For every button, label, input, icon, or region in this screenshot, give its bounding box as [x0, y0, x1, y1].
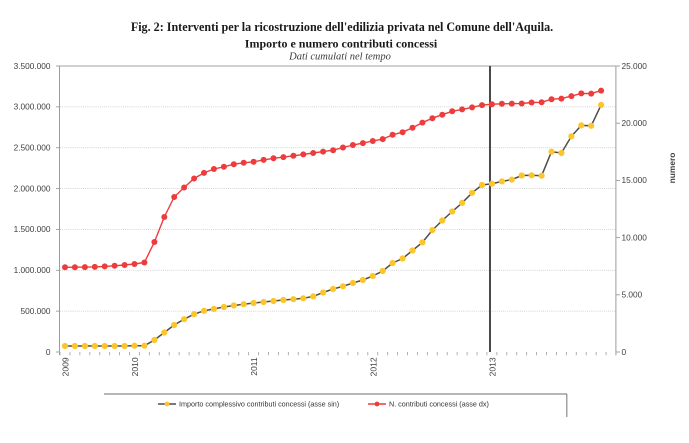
- svg-text:25.000: 25.000: [622, 61, 648, 71]
- svg-text:15.000: 15.000: [622, 175, 648, 185]
- svg-text:500.000: 500.000: [21, 306, 51, 316]
- svg-text:3.000.000: 3.000.000: [14, 102, 51, 112]
- svg-text:2012: 2012: [368, 357, 378, 376]
- svg-text:0: 0: [46, 347, 51, 357]
- svg-text:2.500.000: 2.500.000: [14, 143, 51, 153]
- svg-text:Importo complessivo contributi: Importo complessivo contributi concessi …: [179, 399, 339, 408]
- svg-text:2013: 2013: [488, 357, 498, 376]
- svg-text:Importo e numero contributi co: Importo e numero contributi concessi: [245, 36, 438, 50]
- svg-text:2.000.000: 2.000.000: [14, 183, 51, 193]
- svg-text:1.000.000: 1.000.000: [14, 265, 51, 275]
- svg-text:10.000: 10.000: [622, 232, 648, 242]
- svg-text:Dati cumulati nel tempo: Dati cumulati nel tempo: [288, 51, 391, 62]
- svg-text:5.000: 5.000: [622, 290, 643, 300]
- svg-text:N. contributi concessi (asse d: N. contributi concessi (asse dx): [389, 399, 489, 408]
- svg-text:2011: 2011: [249, 357, 259, 376]
- svg-text:20.000: 20.000: [622, 118, 648, 128]
- svg-text:0: 0: [622, 347, 627, 357]
- svg-text:2010: 2010: [130, 357, 140, 376]
- svg-text:Fig. 2: Interventi per la rico: Fig. 2: Interventi per la ricostruzione …: [131, 20, 553, 34]
- svg-text:2009: 2009: [61, 357, 71, 376]
- svg-text:numero: numero: [667, 153, 677, 184]
- svg-text:3.500.000: 3.500.000: [14, 61, 51, 71]
- svg-text:1.500.000: 1.500.000: [14, 224, 51, 234]
